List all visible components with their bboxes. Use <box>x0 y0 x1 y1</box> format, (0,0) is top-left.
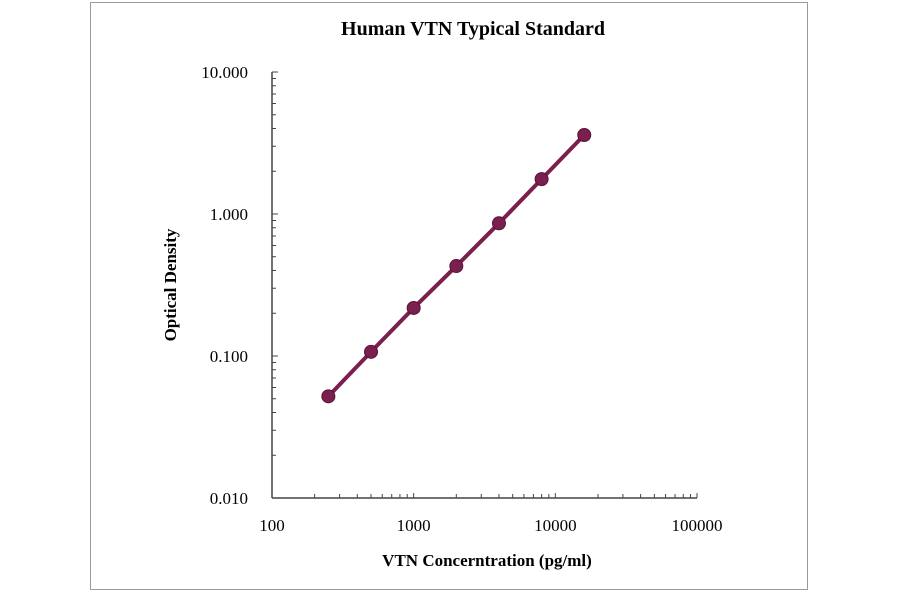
x-axis-label: VTN Concerntration (pg/ml) <box>382 551 592 570</box>
y-tick-label: 10.000 <box>201 63 248 82</box>
chart-title: Human VTN Typical Standard <box>341 18 605 40</box>
data-point <box>364 344 379 359</box>
x-tick-label: 100 <box>259 516 285 535</box>
data-point <box>534 172 549 187</box>
chart-frame <box>90 2 808 590</box>
data-point <box>491 216 506 231</box>
y-tick-label: 0.100 <box>210 347 248 366</box>
x-tick-label: 1000 <box>397 516 431 535</box>
data-point <box>406 300 421 315</box>
y-tick-label: 1.000 <box>210 205 248 224</box>
y-tick-label: 0.010 <box>210 489 248 508</box>
x-tick-label: 100000 <box>672 516 723 535</box>
y-axis-label: Optical Density <box>161 228 180 341</box>
data-point <box>321 389 336 404</box>
x-tick-label: 10000 <box>534 516 577 535</box>
data-point <box>577 128 592 143</box>
data-point <box>449 259 464 274</box>
